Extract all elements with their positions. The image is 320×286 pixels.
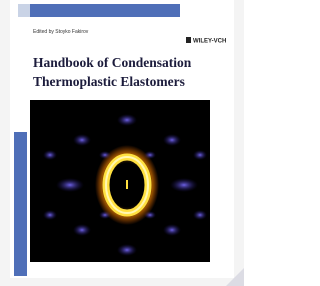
title-line: Handbook of Condensation	[33, 55, 192, 70]
book-cover: Edited by Stoyko Fakirov WILEY-VCH Handb…	[0, 0, 244, 286]
top-bar	[30, 4, 180, 17]
publisher-logo-mark	[186, 37, 191, 43]
editor: Edited by Stoyko Fakirov	[33, 29, 89, 35]
title-line: Thermoplastic Elastomers	[33, 74, 185, 89]
top-bar-light	[18, 4, 30, 17]
center-spot	[126, 180, 128, 189]
publisher: WILEY-VCH	[193, 39, 226, 45]
side-bar	[14, 132, 27, 276]
cover-image	[30, 100, 210, 262]
